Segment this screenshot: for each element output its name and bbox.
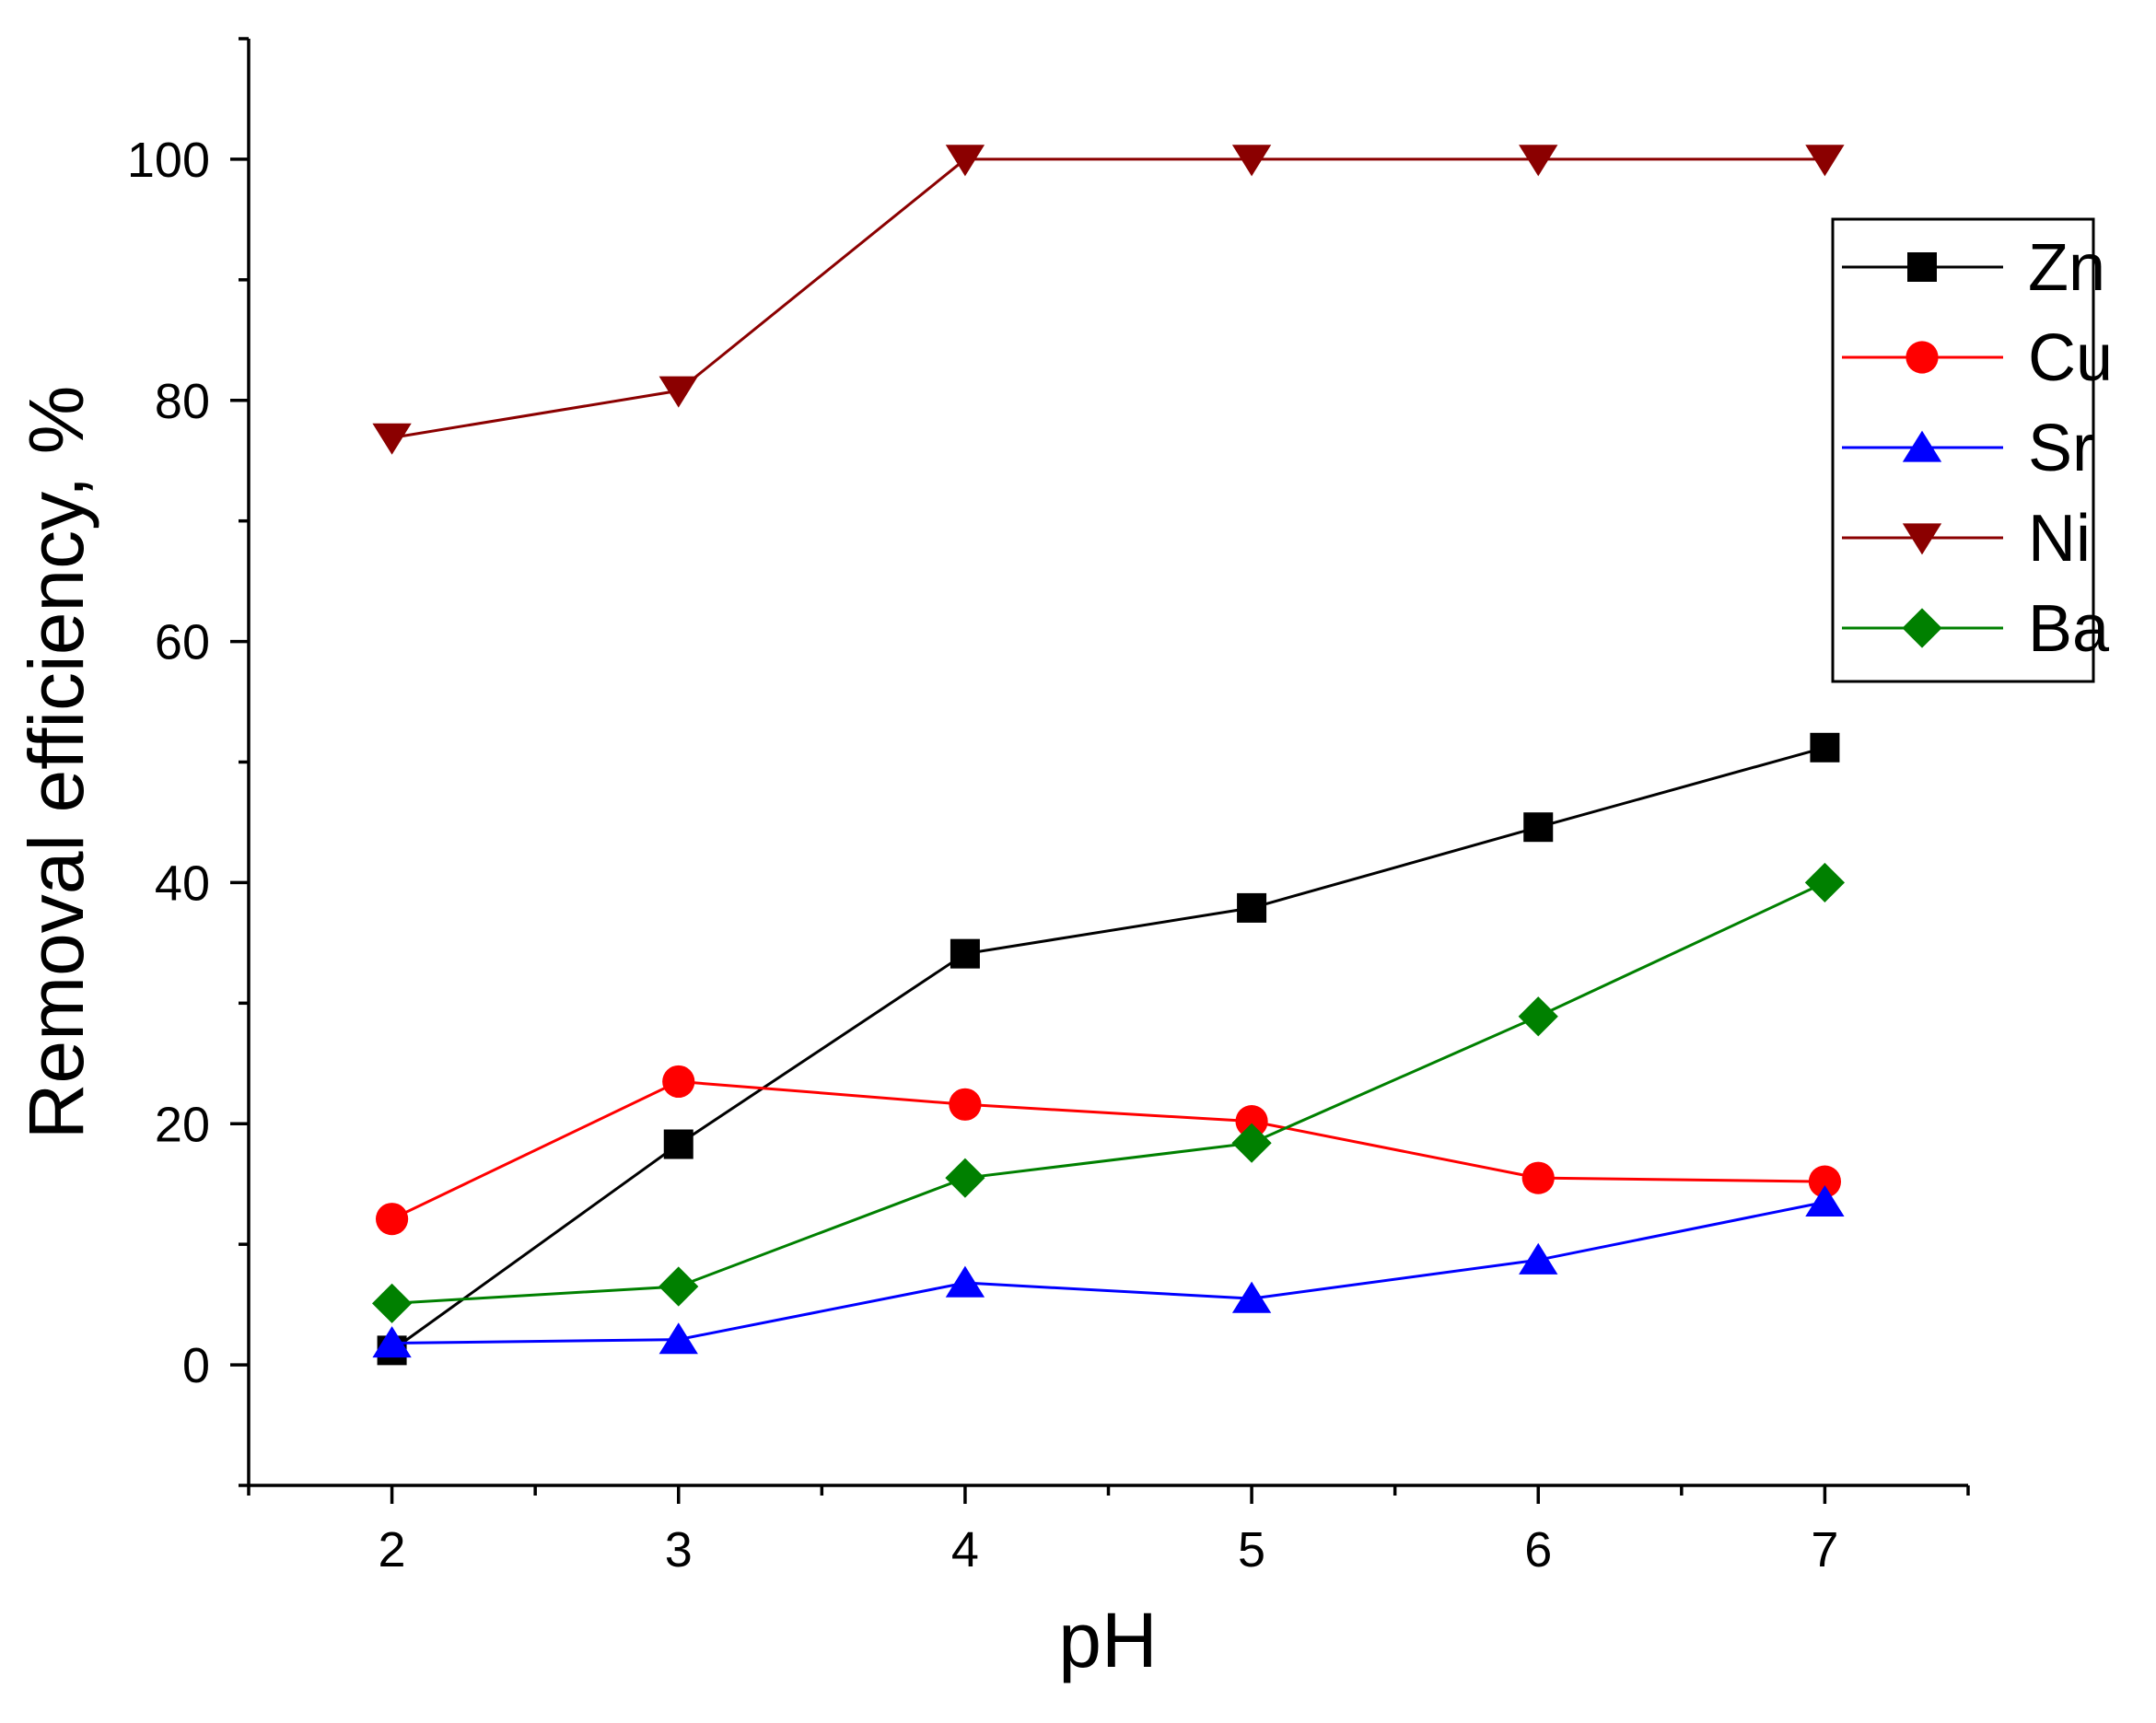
data-point-cu: [1235, 1105, 1268, 1138]
x-tick-label: 2: [379, 1522, 406, 1577]
series-ni: [372, 145, 1845, 455]
series-line-ni: [391, 157, 1825, 439]
data-point-ni: [658, 376, 698, 408]
legend-marker-zn: [1907, 252, 1937, 282]
data-point-zn: [1523, 812, 1554, 843]
y-axis-title: Removal efficiency, %: [13, 386, 99, 1140]
data-point-ba: [945, 1158, 985, 1198]
series-line-ba: [391, 881, 1826, 1305]
x-tick-label: 7: [1811, 1522, 1838, 1577]
data-point-ni: [372, 423, 412, 455]
data-point-ba: [1804, 862, 1846, 903]
data-point-sr: [1231, 1281, 1272, 1313]
series-line-cu: [390, 1079, 1825, 1221]
data-point-ba: [371, 1283, 413, 1323]
x-axis-title: pH: [1058, 1597, 1157, 1683]
y-tick-label: 60: [155, 615, 210, 670]
legend-label-sr: Sr: [2028, 412, 2094, 485]
data-point-zn: [950, 938, 980, 969]
data-point-zn: [663, 1129, 693, 1159]
data-point-ni: [1231, 145, 1272, 177]
data-point-zn: [1810, 732, 1840, 763]
y-tick-label: 40: [155, 856, 210, 911]
y-tick-label: 80: [155, 374, 210, 429]
data-point-ni: [1805, 145, 1845, 177]
x-tick-label: 3: [665, 1522, 693, 1577]
data-point-sr: [945, 1265, 985, 1298]
data-point-ba: [1518, 996, 1558, 1037]
series-sr: [372, 1184, 1845, 1358]
data-point-cu: [662, 1065, 695, 1099]
data-point-cu: [1521, 1161, 1555, 1194]
data-point-ni: [945, 145, 985, 177]
legend-label-ba: Ba: [2028, 592, 2110, 666]
data-point-sr: [658, 1322, 698, 1355]
legend: Zn Cu Sr Ni Ba: [1831, 217, 2113, 683]
y-tick-label: 100: [127, 133, 210, 188]
series-cu: [375, 1065, 1842, 1236]
data-point-cu: [375, 1203, 409, 1236]
x-tick-label: 5: [1238, 1522, 1265, 1577]
legend-label-zn: Zn: [2028, 231, 2105, 305]
series-ba: [371, 862, 1846, 1323]
series-layer: [371, 145, 1846, 1366]
data-point-sr: [1519, 1242, 1558, 1275]
series-zn: [377, 732, 1840, 1366]
data-point-cu: [1808, 1165, 1842, 1198]
data-point-ba: [1231, 1123, 1272, 1163]
y-tick-label: 20: [155, 1097, 210, 1152]
series-line-zn: [390, 746, 1825, 1352]
legend-marker-ba: [1902, 608, 1942, 648]
axes-group: 0 20 40 60 80 100 2 3 4 5 6 7: [127, 37, 1970, 1577]
y-tick-label: 0: [182, 1338, 210, 1393]
legend-label-cu: Cu: [2028, 321, 2113, 395]
legend-marker-cu: [1905, 341, 1939, 374]
x-tick-label: 4: [951, 1522, 979, 1577]
legend-box: [1831, 217, 2095, 683]
data-point-sr: [372, 1326, 412, 1358]
data-point-zn: [1237, 892, 1267, 923]
series-line-sr: [391, 1200, 1825, 1345]
data-point-cu: [949, 1088, 982, 1121]
legend-label-ni: Ni: [2028, 502, 2091, 576]
data-point-sr: [1805, 1184, 1845, 1217]
legend-marker-sr: [1902, 430, 1942, 462]
data-point-ba: [658, 1266, 699, 1307]
x-tick-label: 6: [1524, 1522, 1552, 1577]
legend-marker-ni: [1902, 523, 1942, 555]
data-point-ni: [1519, 145, 1558, 177]
